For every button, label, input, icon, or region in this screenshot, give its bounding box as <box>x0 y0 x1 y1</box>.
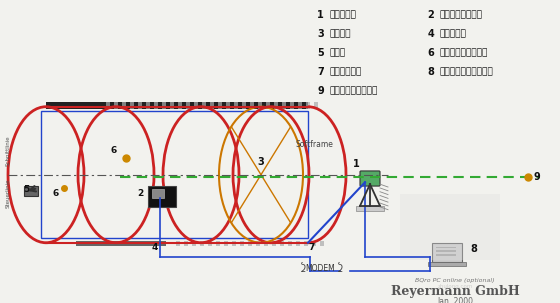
Bar <box>436 254 456 256</box>
Bar <box>290 102 294 108</box>
Bar <box>234 102 238 108</box>
Bar <box>170 102 174 108</box>
Bar <box>312 241 316 245</box>
Bar <box>208 241 212 245</box>
Text: 3: 3 <box>318 29 324 39</box>
Text: Jan. 2000: Jan. 2000 <box>437 297 473 303</box>
Bar <box>400 194 500 260</box>
FancyBboxPatch shape <box>360 171 380 186</box>
Text: 5: 5 <box>24 185 30 194</box>
Bar <box>148 186 176 207</box>
Text: MODEM: MODEM <box>305 264 335 273</box>
Bar <box>298 102 302 108</box>
Text: 马达棱镜（前视），: 马达棱镜（前视）， <box>440 48 488 57</box>
Bar <box>280 241 284 245</box>
Bar <box>264 241 268 245</box>
Bar <box>282 102 286 108</box>
Text: Reyermann GmbH: Reyermann GmbH <box>391 285 519 298</box>
Bar <box>192 241 196 245</box>
Bar <box>256 241 260 245</box>
Bar <box>76 241 166 245</box>
Bar <box>184 241 188 245</box>
Text: 倾斜仪: 倾斜仪 <box>330 48 346 57</box>
Bar <box>216 241 220 245</box>
Bar <box>320 241 324 245</box>
Text: zhulong.com: zhulong.com <box>437 284 473 289</box>
Bar <box>46 102 308 108</box>
Text: BQro PC online (optional): BQro PC online (optional) <box>415 278 495 283</box>
Bar <box>266 102 270 108</box>
Text: 净空测量: 净空测量 <box>330 29 352 38</box>
Text: 计算机处理系统，: 计算机处理系统， <box>440 10 483 19</box>
Bar <box>176 241 180 245</box>
Bar <box>138 102 142 108</box>
Text: 6: 6 <box>427 48 434 58</box>
Bar <box>224 241 228 245</box>
Bar <box>146 102 150 108</box>
Bar <box>122 102 126 108</box>
Bar <box>226 102 230 108</box>
Bar <box>258 102 262 108</box>
Bar <box>432 243 462 261</box>
Text: ζ: ζ <box>337 260 343 270</box>
Bar <box>436 250 456 252</box>
Bar <box>114 102 118 108</box>
Text: 5: 5 <box>318 48 324 58</box>
Bar <box>428 261 466 266</box>
Text: Schnittlinie: Schnittlinie <box>6 136 11 166</box>
Bar <box>250 102 254 108</box>
Text: 6: 6 <box>111 146 117 155</box>
Text: 4: 4 <box>152 243 158 252</box>
Text: 2: 2 <box>137 189 143 198</box>
Text: 数据传输，: 数据传输， <box>440 29 467 38</box>
Text: 信号传输装置: 信号传输装置 <box>330 67 362 76</box>
Bar <box>296 241 300 245</box>
Bar <box>202 102 206 108</box>
Bar <box>162 102 166 108</box>
Text: 马达全站仪: 马达全站仪 <box>330 10 357 19</box>
Bar <box>106 102 110 108</box>
Bar <box>304 241 308 245</box>
Bar <box>272 241 276 245</box>
Text: 8: 8 <box>470 244 477 254</box>
Bar <box>152 189 164 198</box>
Text: 6: 6 <box>53 189 59 198</box>
Bar <box>232 241 236 245</box>
Bar <box>186 102 190 108</box>
Text: 4: 4 <box>427 29 434 39</box>
Bar <box>314 102 318 108</box>
Text: 9: 9 <box>534 171 541 181</box>
Bar <box>218 102 222 108</box>
Bar <box>24 186 38 195</box>
Text: 洞外系统控制计算机，: 洞外系统控制计算机， <box>440 67 494 76</box>
Bar <box>240 241 244 245</box>
Bar <box>200 241 204 245</box>
Text: Steuerlinie: Steuerlinie <box>6 179 11 208</box>
Bar <box>130 102 134 108</box>
Bar <box>194 102 198 108</box>
Text: 3: 3 <box>258 157 264 167</box>
Text: 1: 1 <box>318 10 324 20</box>
Text: 7: 7 <box>318 67 324 77</box>
Bar <box>41 112 308 238</box>
Bar <box>154 102 158 108</box>
Text: 7: 7 <box>309 243 315 252</box>
Bar <box>356 206 384 211</box>
Bar <box>306 102 310 108</box>
Text: 2: 2 <box>427 10 434 20</box>
Bar <box>242 102 246 108</box>
Text: Softframe: Softframe <box>295 140 333 149</box>
Bar <box>274 102 278 108</box>
Bar <box>210 102 214 108</box>
Text: 9: 9 <box>318 86 324 96</box>
Text: 1: 1 <box>353 159 360 169</box>
Bar <box>436 247 456 248</box>
Text: ζ: ζ <box>300 260 306 270</box>
Bar <box>178 102 182 108</box>
Text: 8: 8 <box>427 67 434 77</box>
Text: 远程棱镜（后视），: 远程棱镜（后视）， <box>330 86 379 95</box>
Bar <box>288 241 292 245</box>
Bar <box>248 241 252 245</box>
